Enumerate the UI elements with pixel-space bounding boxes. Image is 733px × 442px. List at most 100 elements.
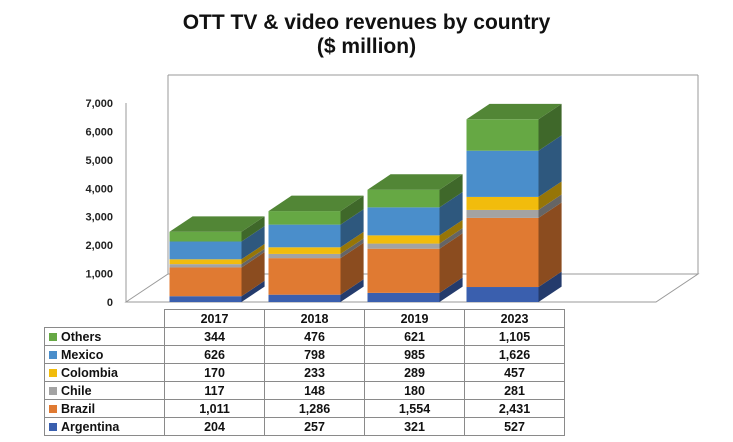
bar-top-face xyxy=(268,195,364,212)
series-label: Brazil xyxy=(61,401,96,416)
bar-segment xyxy=(367,243,440,249)
table-row-argentina: Argentina 204 257 321 527 xyxy=(44,417,565,436)
legend-swatch-others xyxy=(49,332,57,341)
y-tick-label: 5,000 xyxy=(85,155,113,167)
bar-segment xyxy=(169,241,242,260)
bar-segment xyxy=(169,267,242,297)
data-label: 2,431 xyxy=(464,399,565,418)
data-label: 476 xyxy=(264,327,365,346)
data-label: 257 xyxy=(264,417,365,436)
bar-side-face xyxy=(439,233,463,293)
bar-side-face xyxy=(538,202,562,288)
data-label: 626 xyxy=(164,345,265,364)
series-label: Chile xyxy=(61,383,92,398)
data-label: 233 xyxy=(264,363,365,382)
data-label: 289 xyxy=(364,363,465,382)
bar-side-face xyxy=(538,271,562,302)
bar-segment xyxy=(268,247,341,254)
chart-title: OTT TV & video revenues by country xyxy=(182,11,551,34)
bar-segment xyxy=(268,211,341,225)
y-tick-label: 6,000 xyxy=(85,126,113,138)
bar-segment xyxy=(466,119,539,151)
legend-entry-colombia: Colombia xyxy=(44,363,165,382)
series-label: Argentina xyxy=(61,419,120,434)
bar-side-face xyxy=(439,277,463,302)
table-row-colombia: Colombia 170 233 289 457 xyxy=(44,363,565,382)
bar-side-face xyxy=(538,135,562,197)
bar-top-face xyxy=(169,216,265,232)
y-tick-label: 7,000 xyxy=(85,98,113,110)
category-label: 2023 xyxy=(464,309,565,328)
bar-side-face xyxy=(340,238,364,259)
bar-segment xyxy=(367,207,440,236)
bar-side-face xyxy=(439,174,463,208)
data-label: 344 xyxy=(164,327,265,346)
bar-side-face xyxy=(439,191,463,236)
data-label: 1,105 xyxy=(464,327,565,346)
legend-entry-argentina: Argentina xyxy=(44,417,165,436)
bar-segment xyxy=(466,150,539,197)
legend-entry-brazil: Brazil xyxy=(44,399,165,418)
data-label: 1,011 xyxy=(164,399,265,418)
series-label: Others xyxy=(61,329,102,344)
data-label: 204 xyxy=(164,417,265,436)
bar-side-face xyxy=(340,195,364,225)
table-header-row: 2017 2018 2019 2023 xyxy=(44,309,565,328)
chart-subtitle: ($ million) xyxy=(316,35,417,58)
data-label: 1,626 xyxy=(464,345,565,364)
legend-swatch-argentina xyxy=(49,422,57,431)
bar-side-face xyxy=(241,243,265,265)
series-label: Colombia xyxy=(61,365,118,380)
data-label: 148 xyxy=(264,381,365,400)
bar-segment xyxy=(169,231,242,242)
y-tick-label: 1,000 xyxy=(85,269,113,281)
y-tick-label: 3,000 xyxy=(85,212,113,224)
bar-segment xyxy=(268,253,341,259)
bar-side-face xyxy=(340,242,364,295)
bar-segment xyxy=(367,235,440,244)
legend-swatch-colombia xyxy=(49,368,57,377)
data-label: 457 xyxy=(464,363,565,382)
bar-side-face xyxy=(241,248,265,268)
bar-side-face xyxy=(241,280,265,302)
category-label: 2017 xyxy=(164,309,265,328)
data-label: 281 xyxy=(464,381,565,400)
table-row-brazil: Brazil 1,011 1,286 1,554 2,431 xyxy=(44,399,565,418)
table-row-others: Others 344 476 621 1,105 xyxy=(44,327,565,346)
table-row-mexico: Mexico 626 798 985 1,626 xyxy=(44,345,565,364)
y-tick-label: 4,000 xyxy=(85,183,113,195)
table-corner xyxy=(44,309,165,328)
y-tick-label: 2,000 xyxy=(85,240,113,252)
legend-swatch-brazil xyxy=(49,404,57,413)
bar-side-face xyxy=(439,219,463,244)
bar-side-face xyxy=(241,216,265,242)
data-label: 621 xyxy=(364,327,465,346)
category-label: 2019 xyxy=(364,309,465,328)
bar-side-face xyxy=(439,228,463,249)
bar-segment xyxy=(367,292,440,302)
bar-segment xyxy=(466,217,539,288)
bar-segment xyxy=(466,209,539,218)
bar-segment xyxy=(466,287,539,302)
series-label: Mexico xyxy=(61,347,104,362)
legend-entry-mexico: Mexico xyxy=(44,345,165,364)
bar-segment xyxy=(169,259,242,265)
table-row-chile: Chile 117 148 180 281 xyxy=(44,381,565,400)
bar-segment xyxy=(268,294,341,302)
bar-side-face xyxy=(340,209,364,248)
bar-side-face xyxy=(340,231,364,254)
data-table: 2017 2018 2019 2023 Others 344 476 621 1… xyxy=(44,309,565,436)
bar-segment xyxy=(367,248,440,293)
bar-side-face xyxy=(538,103,562,151)
data-label: 527 xyxy=(464,417,565,436)
data-label: 321 xyxy=(364,417,465,436)
bar-segment xyxy=(268,224,341,248)
legend-entry-others: Others xyxy=(44,327,165,346)
bar-segment xyxy=(169,264,242,268)
data-label: 798 xyxy=(264,345,365,364)
bar-side-face xyxy=(241,226,265,260)
bar-top-face xyxy=(466,103,562,120)
bar-side-face xyxy=(538,181,562,210)
legend-swatch-chile xyxy=(49,386,57,395)
bar-side-face xyxy=(340,279,364,302)
